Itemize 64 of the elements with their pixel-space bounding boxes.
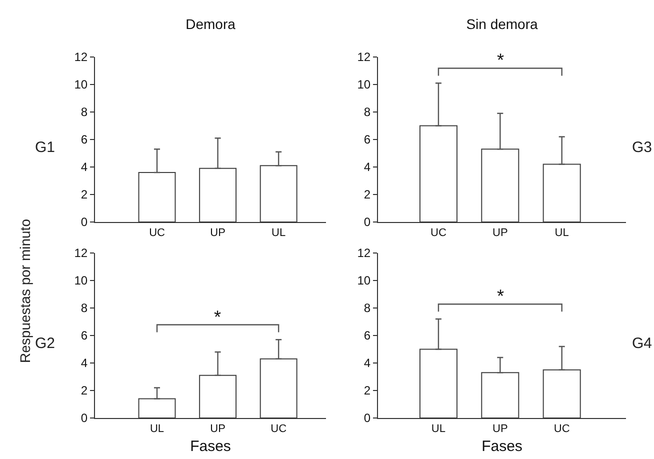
annotation: *: [214, 307, 222, 327]
bar: [481, 148, 520, 222]
y-tick-label: 10: [74, 274, 88, 288]
y-tick-label: 2: [364, 384, 371, 398]
chart-title: Sin demora: [466, 16, 538, 32]
bar: [542, 164, 581, 222]
y-tick-label: 4: [80, 160, 88, 174]
text: G3: [632, 139, 652, 156]
x-tick-label: UL: [272, 227, 286, 240]
y-tick-label: 12: [74, 50, 88, 64]
y-tick-label: 2: [80, 384, 88, 398]
x-tick-label: UC: [270, 423, 287, 436]
x-tick-label: UP: [210, 423, 226, 436]
text: G2: [35, 335, 56, 352]
bar: [419, 348, 458, 418]
y-tick-label: 10: [357, 78, 371, 92]
y-tick-label: 10: [357, 274, 371, 288]
y-tick-label: 6: [80, 132, 88, 147]
y-tick-label: 0: [364, 215, 371, 230]
x-tick-label: UC: [554, 423, 570, 436]
x-tick-label: UC: [149, 227, 166, 240]
y-tick-label: 2: [364, 188, 371, 202]
y-tick-label: 6: [364, 132, 371, 147]
text: G1: [35, 139, 56, 156]
y-tick-label: 0: [364, 411, 371, 426]
bar: [260, 358, 298, 418]
y-tick-label: 8: [80, 301, 88, 316]
y-tick-label: 10: [74, 78, 88, 92]
y-axis-title: Respuestas por minuto: [17, 218, 33, 365]
y-tick-label: 0: [80, 411, 88, 426]
y-tick-label: 12: [74, 246, 88, 260]
x-axis-title: Fases: [190, 438, 231, 456]
bar: [260, 165, 298, 222]
y-tick-label: 4: [364, 160, 371, 174]
y-tick-label: 8: [364, 301, 371, 316]
x-tick-label: UP: [210, 227, 226, 240]
y-tick-label: 4: [364, 356, 371, 370]
x-tick-label: UP: [492, 227, 508, 240]
x-tick-label: UL: [150, 423, 164, 436]
x-tick-label: UP: [492, 423, 508, 436]
y-tick-label: 0: [80, 215, 88, 230]
annotation: *: [497, 50, 504, 70]
bar: [199, 374, 237, 418]
y-tick-label: 6: [80, 328, 88, 343]
x-axis-title: Fases: [482, 438, 522, 456]
x-tick-label: UC: [430, 227, 446, 240]
bar: [481, 372, 520, 418]
y-tick-label: 8: [80, 105, 88, 120]
chart-title: Demora: [186, 16, 236, 32]
y-tick-label: 12: [357, 246, 371, 260]
bar: [199, 168, 237, 222]
bar: [419, 125, 458, 222]
bar: [138, 172, 176, 222]
y-tick-label: 4: [80, 356, 88, 370]
text: G4: [632, 335, 652, 352]
annotation: *: [497, 286, 504, 306]
y-tick-label: 2: [80, 188, 88, 202]
bar: [542, 369, 581, 418]
y-tick-label: 12: [357, 50, 371, 64]
y-tick-label: 6: [364, 328, 371, 343]
x-tick-label: UL: [431, 423, 446, 436]
y-tick-label: 8: [364, 105, 371, 120]
x-tick-label: UL: [554, 227, 569, 240]
bar: [138, 398, 176, 418]
